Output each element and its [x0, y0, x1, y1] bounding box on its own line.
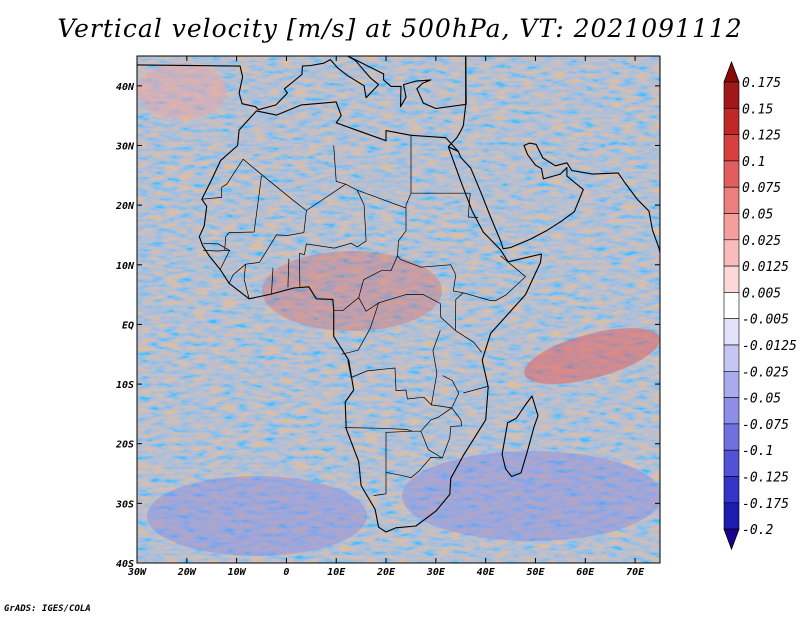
lon-tick-label: 20E	[376, 567, 396, 578]
lon-tick-label: 60E	[576, 567, 595, 578]
colorbar-label: -0.005	[742, 313, 789, 328]
colorbar-swatch	[723, 370, 740, 398]
coastlines	[137, 56, 660, 533]
lon-tick-label: 30E	[426, 567, 446, 578]
colorbar-swatch	[723, 397, 740, 425]
colorbar-label: -0.2	[742, 523, 773, 538]
colorbar-swatch	[723, 134, 740, 162]
colorbar-label: 0.005	[742, 286, 781, 301]
colorbar-swatch	[723, 239, 740, 267]
lat-tick-label: 40S	[116, 559, 134, 570]
lat-tick-label: 20S	[115, 440, 134, 451]
vertical-velocity-field	[137, 56, 660, 563]
colorbar-swatch	[723, 160, 740, 188]
lat-tick-label: 10S	[116, 380, 134, 391]
colorbar-label: -0.175	[742, 497, 789, 512]
descent-region-south-atlantic	[147, 476, 367, 556]
map-svg: 30W 20W 10W 0 10E 20E 30E 40E 50E 60E 70E 40N 30N 20N…	[115, 55, 661, 578]
lat-tick-label: 40N	[116, 82, 135, 93]
lon-tick-label: 70E	[626, 567, 645, 578]
lon-tick-label: 20W	[177, 567, 197, 578]
colorbar-label: -0.05	[742, 392, 781, 407]
colorbar-top-arrow	[723, 60, 740, 83]
colorbar-label: -0.075	[742, 418, 789, 433]
colorbar-bottom-arrow	[723, 528, 740, 551]
lat-tick-label: EQ	[122, 320, 134, 331]
colorbar-swatch	[723, 344, 740, 372]
colorbar: 0.175 0.15 0.125 0.1 0.075 0.05 0.025 0.0125 0.0…	[723, 60, 797, 551]
colorbar-swatch	[723, 186, 740, 214]
colorbar-label: 0.075	[742, 181, 781, 196]
colorbar-swatch	[723, 318, 740, 346]
colorbar-label: -0.1	[742, 444, 773, 459]
colorbar-swatch	[723, 81, 740, 109]
lon-tick-label: 10E	[327, 567, 346, 578]
ascent-region-indian-ocean	[524, 328, 660, 384]
lon-tick-label: 0	[283, 567, 289, 578]
lat-tick-label: 10N	[116, 261, 135, 272]
ascent-region-central-africa	[262, 251, 442, 331]
colorbar-swatch	[723, 265, 740, 293]
colorbar-label: 0.1	[742, 155, 765, 170]
lat-tick-label: 30N	[115, 141, 135, 152]
colorbar-label: 0.025	[742, 234, 781, 249]
colorbar-label: -0.0125	[742, 339, 797, 354]
lat-tick-label: 30S	[115, 499, 134, 510]
map-panel: 30W 20W 10W 0 10E 20E 30E 40E 50E 60E 70E 40N 30N 20N…	[115, 55, 661, 578]
colorbar-swatch	[723, 292, 740, 319]
colorbar-swatch	[723, 449, 740, 477]
lon-tick-label: 30W	[127, 567, 147, 578]
colorbar-swatch	[723, 502, 740, 530]
colorbar-label: 0.0125	[742, 260, 789, 275]
colorbar-label: 0.05	[742, 208, 773, 223]
grads-credit: GrADS: IGES/COLA	[4, 604, 91, 614]
colorbar-swatch	[723, 423, 740, 451]
colorbar-swatch	[723, 107, 740, 135]
lon-tick-label: 40E	[477, 567, 496, 578]
colorbar-label: -0.125	[742, 471, 789, 486]
map-frame	[136, 55, 661, 564]
map-title: Vertical velocity [m/s] at 500hPa, VT: 2…	[57, 14, 743, 43]
axis-ticks: 30W 20W 10W 0 10E 20E 30E 40E 50E 60E 70E 40N 30N 20N…	[115, 56, 660, 578]
descent-region-south-indian	[402, 451, 660, 541]
colorbar-swatch	[723, 476, 740, 504]
lat-tick-label: 20N	[115, 201, 135, 212]
colorbar-label: 0.15	[742, 102, 773, 117]
lon-tick-label: 10W	[228, 567, 247, 578]
lon-tick-label: 50E	[526, 567, 545, 578]
colorbar-label: 0.175	[742, 76, 781, 91]
ascent-region-north-atlantic	[137, 63, 227, 119]
colorbar-swatch	[723, 213, 740, 241]
country-borders	[201, 135, 527, 496]
colorbar-label: 0.125	[742, 129, 781, 144]
colorbar-label: -0.025	[742, 365, 789, 380]
